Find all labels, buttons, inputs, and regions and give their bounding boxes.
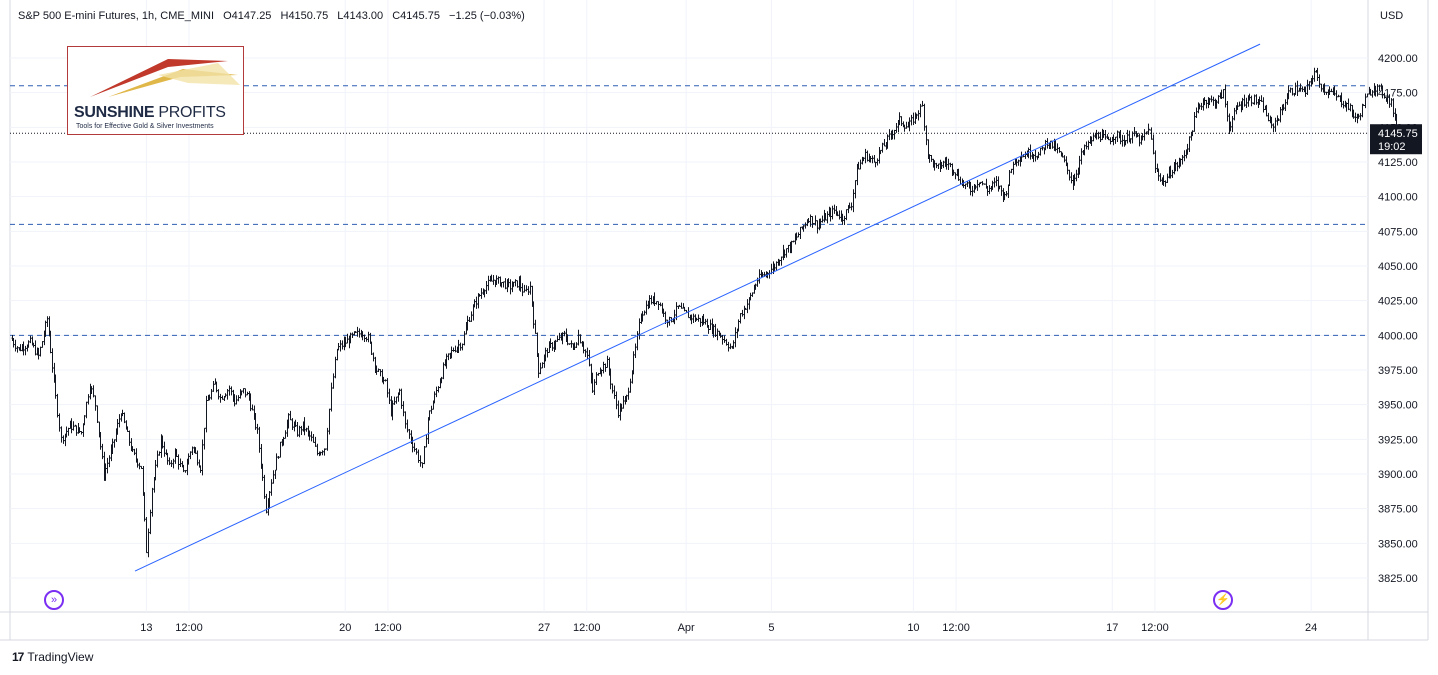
ohlc-change: −1.25 (−0.03%) xyxy=(449,10,525,22)
y-tick-label: 4000.00 xyxy=(1378,330,1418,342)
tradingview-label: TradingView xyxy=(27,650,94,664)
y-tick-label: 4025.00 xyxy=(1378,296,1418,308)
symbol-title[interactable]: S&P 500 E-mini Futures, 1h, CME_MINI xyxy=(18,10,215,22)
y-tick-label: 3925.00 xyxy=(1378,434,1418,446)
y-tick-label: 4100.00 xyxy=(1378,192,1418,204)
x-tick-label: 12:00 xyxy=(1141,622,1169,634)
trendline[interactable] xyxy=(134,43,1261,572)
candles xyxy=(11,67,1404,558)
x-tick-label: 12:00 xyxy=(942,622,970,634)
logo-tagline: Tools for Effective Gold & Silver Invest… xyxy=(76,123,214,130)
y-tick-label: 4075.00 xyxy=(1378,226,1418,238)
x-tick-label: 12:00 xyxy=(573,622,601,634)
ohlc-high: H4150.75 xyxy=(280,10,329,22)
y-tick-label: 3950.00 xyxy=(1378,400,1418,412)
y-tick-label: 4175.00 xyxy=(1378,88,1418,100)
ohlc-close: C4145.75 xyxy=(392,10,440,22)
chart-header: S&P 500 E-mini Futures, 1h, CME_MINI O41… xyxy=(18,10,531,22)
x-tick-label: 12:00 xyxy=(374,622,402,634)
y-tick-label: 3850.00 xyxy=(1378,538,1418,550)
ascending-trendline xyxy=(134,43,1261,572)
x-tick-label: 17 xyxy=(1106,622,1118,634)
logo-name: SUNSHINE PROFITS xyxy=(74,104,226,121)
x-tick-label: 5 xyxy=(768,622,774,634)
x-tick-label: Apr xyxy=(678,622,695,634)
price-axis[interactable]: 3825.00 3850.00 3875.00 3900.00 3925.00 3950.… xyxy=(1370,53,1422,585)
x-tick-label: 24 xyxy=(1305,622,1317,634)
last-price-value: 4145.75 xyxy=(1378,128,1418,140)
last-price-box xyxy=(1370,124,1422,155)
x-tick-label: 13 xyxy=(140,622,152,634)
y-tick-label: 3975.00 xyxy=(1378,365,1418,377)
y-tick-label: 3825.00 xyxy=(1378,573,1418,585)
y-tick-label: 3875.00 xyxy=(1378,504,1418,516)
currency-label[interactable]: USD xyxy=(1380,10,1404,22)
logo-swoosh-icon xyxy=(90,59,240,97)
ohlc-open: O4147.25 xyxy=(223,10,272,22)
lightning-icon[interactable]: ⚡ xyxy=(1213,590,1233,610)
y-tick-label: 4050.00 xyxy=(1378,261,1418,273)
time-axis[interactable]: 13 12:00 20 12:00 27 12:00 Apr 5 10 12:00 17 12:00 2… xyxy=(140,622,1317,634)
tradingview-branding[interactable]: 17 TradingView xyxy=(12,650,93,664)
countdown-value: 19:02 xyxy=(1378,141,1406,153)
sunshine-profits-logo: SUNSHINE PROFITS Tools for Effective Gol… xyxy=(67,46,244,135)
x-tick-label: 10 xyxy=(907,622,919,634)
y-tick-label: 4200.00 xyxy=(1378,53,1418,65)
y-tick-label: 3900.00 xyxy=(1378,469,1418,481)
tradingview-logo-icon: 17 xyxy=(12,650,24,664)
ohlc-low: L4143.00 xyxy=(337,10,384,22)
x-tick-label: 27 xyxy=(538,622,550,634)
scroll-to-start-icon[interactable]: » xyxy=(44,590,64,610)
x-tick-label: 20 xyxy=(339,622,351,634)
x-tick-label: 12:00 xyxy=(175,622,203,634)
y-tick-label: 4125.00 xyxy=(1378,157,1418,169)
